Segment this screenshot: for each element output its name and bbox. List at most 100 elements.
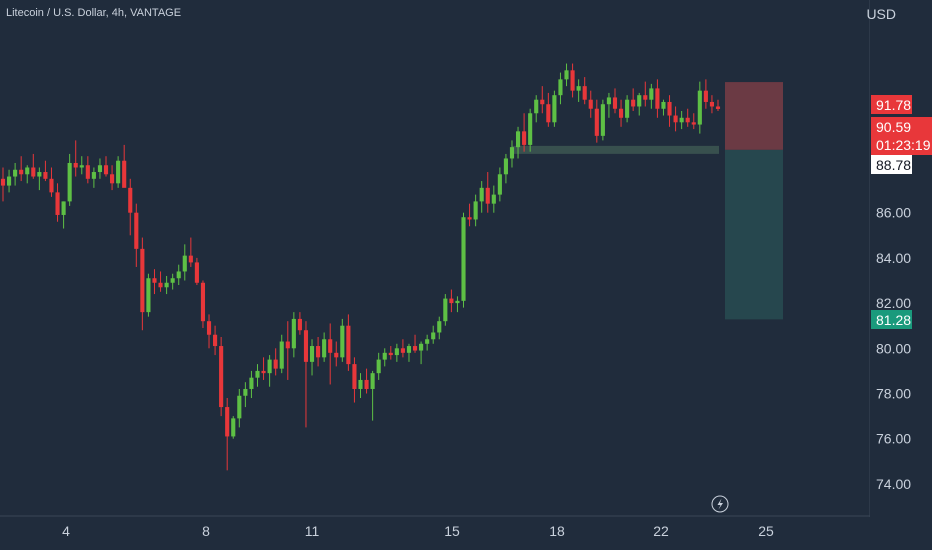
- take-profit-zone[interactable]: [725, 149, 783, 320]
- candle-body: [291, 318, 296, 349]
- candle-body: [600, 104, 605, 136]
- candle: [522, 113, 527, 152]
- candle: [552, 90, 557, 127]
- candle: [176, 264, 181, 286]
- candle: [103, 156, 109, 177]
- candle: [43, 160, 48, 182]
- candle-body: [515, 131, 521, 148]
- candle: [213, 325, 218, 356]
- candle: [649, 83, 654, 109]
- candle-body: [79, 165, 84, 168]
- candle-body: [182, 255, 187, 272]
- candle-body: [261, 370, 266, 374]
- candle: [449, 289, 454, 313]
- candle: [0, 167, 6, 202]
- candle-body: [255, 370, 260, 378]
- candle-body: [328, 339, 333, 353]
- candle: [388, 346, 393, 360]
- candle-body: [237, 395, 242, 419]
- candle: [467, 203, 472, 227]
- candle-body: [715, 106, 721, 109]
- candle: [715, 99, 721, 111]
- candle: [443, 294, 448, 326]
- candle: [376, 352, 381, 380]
- candle: [370, 370, 375, 421]
- bar-countdown: 01:23:19: [876, 137, 931, 153]
- candle-body: [419, 343, 424, 351]
- candle-body: [364, 379, 369, 389]
- candle: [55, 183, 60, 222]
- current-price-tag: 90.59 01:23:19: [871, 117, 932, 155]
- candle: [255, 364, 260, 387]
- candle: [412, 334, 418, 353]
- candle: [97, 158, 103, 179]
- candle-body: [140, 248, 145, 313]
- candle: [600, 99, 605, 141]
- candle-body: [540, 99, 545, 105]
- candle: [134, 203, 139, 267]
- candle: [261, 357, 266, 380]
- svg-text:81.28: 81.28: [876, 312, 911, 328]
- candle-body: [67, 162, 72, 202]
- lightning-icon[interactable]: [711, 495, 729, 513]
- candle-body: [13, 169, 18, 177]
- stop-loss-zone[interactable]: [725, 82, 783, 150]
- candle-body: [570, 70, 575, 91]
- candle: [79, 156, 84, 175]
- candle-body: [473, 201, 478, 220]
- symbol-title: Litecoin / U.S. Dollar, 4h, VANTAGE: [6, 7, 182, 19]
- candle-body: [225, 407, 230, 437]
- candle: [140, 237, 145, 331]
- candle-body: [649, 88, 654, 100]
- candle: [334, 341, 339, 367]
- candle: [540, 86, 545, 114]
- candle-body: [370, 373, 375, 389]
- time-tick-label: 25: [758, 523, 774, 539]
- candle: [582, 77, 587, 105]
- candle-body: [146, 278, 151, 313]
- candle: [279, 334, 284, 374]
- candle: [25, 165, 30, 184]
- candle-body: [443, 298, 448, 322]
- candle: [709, 95, 715, 114]
- candle-body: [697, 90, 702, 125]
- candle: [661, 99, 666, 116]
- candle: [491, 185, 496, 213]
- stop-price-tag: 91.78: [871, 95, 912, 114]
- price-tick-label: 86.00: [876, 205, 911, 221]
- candle: [267, 355, 272, 387]
- candle-body: [685, 117, 690, 123]
- candle: [528, 108, 533, 152]
- candle-body: [170, 278, 175, 283]
- candle: [473, 194, 478, 227]
- entry-line: [512, 145, 719, 154]
- candle: [497, 167, 502, 202]
- candle-body: [322, 339, 327, 358]
- price-axis: [870, 0, 932, 550]
- candle-body: [679, 117, 684, 123]
- candle: [691, 113, 696, 130]
- candle: [303, 321, 309, 428]
- candle-body: [188, 255, 193, 263]
- time-tick-label: 15: [444, 523, 460, 539]
- candle-body: [552, 95, 557, 123]
- candle-body: [673, 115, 678, 123]
- candle: [237, 388, 242, 428]
- candle-body: [85, 165, 90, 179]
- candle-body: [194, 262, 199, 283]
- candle: [425, 334, 430, 351]
- candle-body: [631, 99, 636, 107]
- candle: [364, 368, 369, 394]
- candle: [643, 81, 648, 107]
- candle-body: [97, 165, 103, 173]
- candle-body: [297, 318, 302, 331]
- candle-body: [394, 348, 399, 356]
- candle-body: [431, 332, 436, 340]
- candle-body: [576, 86, 581, 91]
- candle: [576, 79, 581, 102]
- position-zones[interactable]: [512, 82, 783, 320]
- svg-text:90.59: 90.59: [876, 119, 911, 135]
- candle-body: [6, 176, 12, 186]
